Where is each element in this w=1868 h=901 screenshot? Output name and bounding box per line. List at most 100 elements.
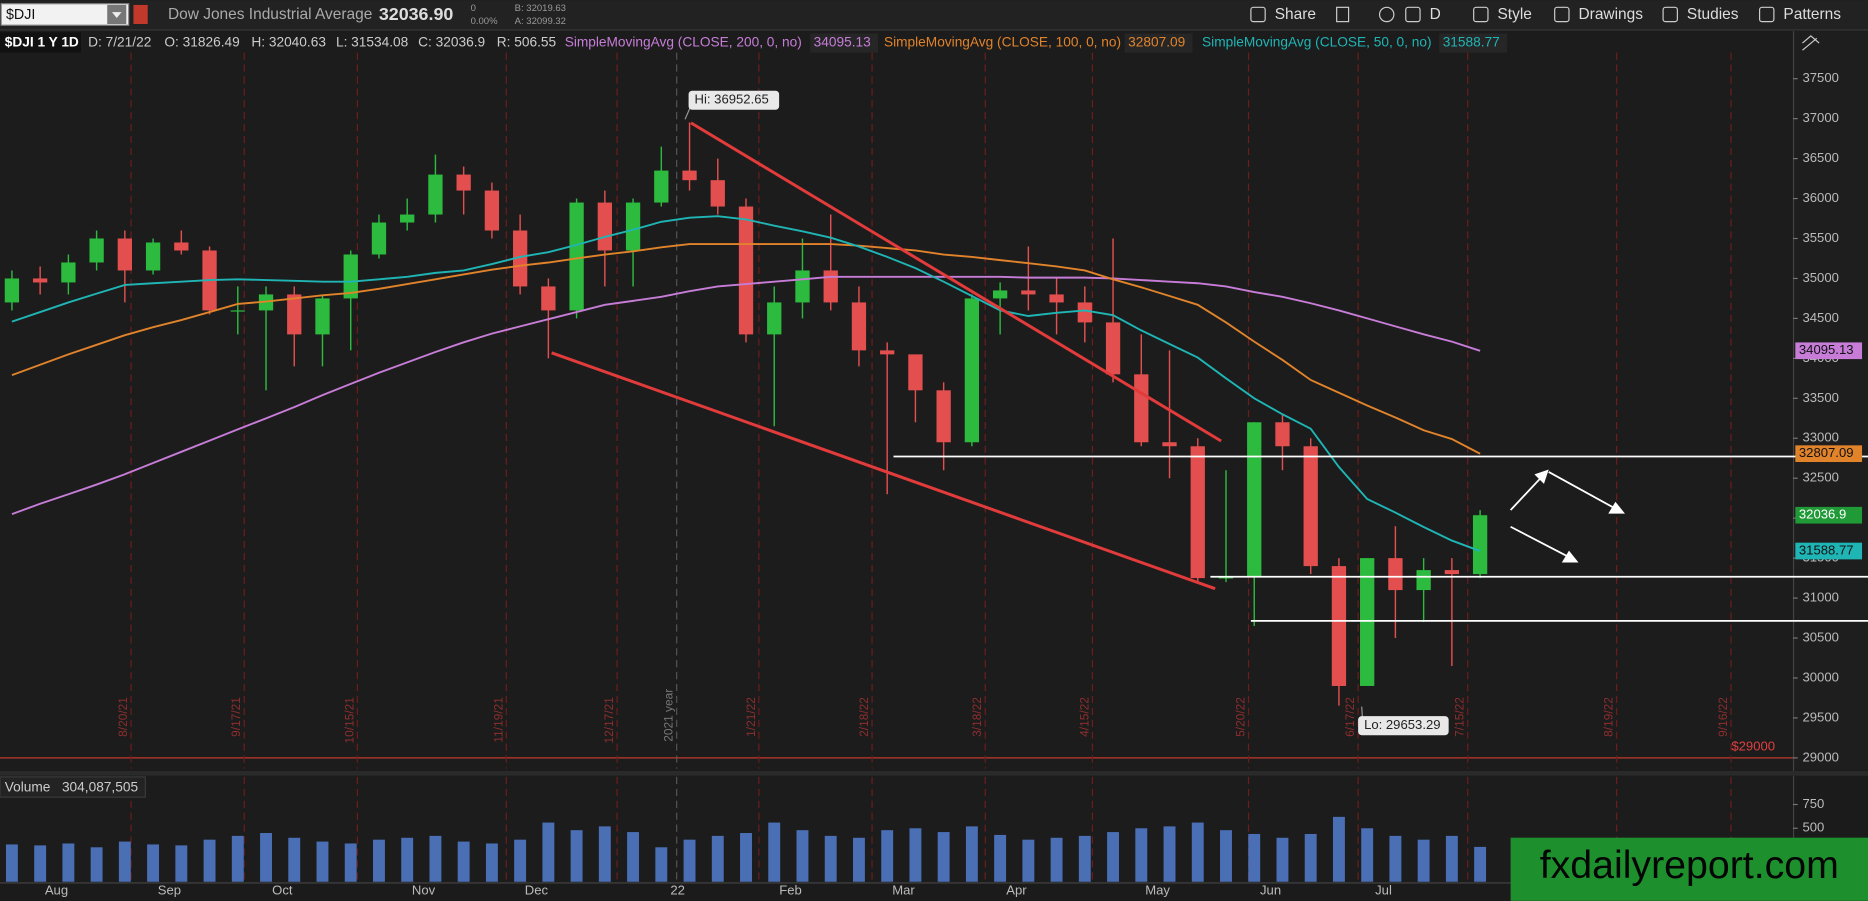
candle-body	[89, 238, 104, 263]
annotation: Hi: 36952.65	[695, 92, 769, 107]
toolbar-button-icon[interactable]	[1405, 6, 1421, 23]
toolbar-button[interactable]: Share	[1275, 6, 1316, 23]
x-axis-bg	[0, 882, 1868, 901]
axis-tool-icon[interactable]	[1802, 35, 1820, 51]
candle-body	[1162, 442, 1177, 447]
volume-bar	[937, 832, 950, 882]
toolbar-button[interactable]: D	[1430, 6, 1441, 23]
flask-icon[interactable]	[1336, 6, 1350, 23]
bid: B: 32019.63	[515, 3, 566, 14]
volume-bar	[542, 822, 555, 882]
toolbar-button-icon[interactable]	[1554, 6, 1570, 23]
pane-divider	[0, 770, 1868, 776]
candle-body	[936, 390, 951, 443]
volume-bar	[1163, 826, 1176, 882]
moving-average-line	[11, 243, 1481, 455]
info-item: C: 32036.9	[418, 35, 485, 50]
volume-bar	[118, 841, 131, 882]
price-axis-bg	[1792, 31, 1868, 770]
volume-bar	[852, 837, 865, 882]
volume-bar	[401, 837, 414, 882]
date-marker-label: 5/20/22	[1234, 697, 1248, 737]
volume-bar	[965, 826, 978, 882]
y-tick-label: 35500	[1802, 230, 1838, 245]
candle-body	[400, 214, 415, 223]
annotation-box	[688, 90, 780, 110]
x-tick-label: Mar	[892, 883, 915, 898]
info-item: D: 7/21/22	[88, 35, 151, 50]
volume-bar	[768, 822, 781, 882]
close-value-label: 32036.9	[1799, 507, 1846, 522]
axis-value-box	[1795, 542, 1863, 560]
date-marker-label: 6/17/22	[1343, 697, 1357, 737]
volume-bar	[824, 835, 837, 882]
candle-body	[1190, 446, 1205, 579]
candle-body	[992, 290, 1008, 299]
volume-bar	[1276, 837, 1289, 882]
toolbar-button[interactable]: Patterns	[1783, 6, 1841, 23]
volume-value-label: 304,087,505	[62, 779, 139, 794]
toolbar-button-icon[interactable]	[1662, 6, 1678, 23]
x-tick-label: Jun	[1260, 883, 1281, 898]
toolbar-button-icon[interactable]	[1758, 6, 1775, 23]
volume-bar	[316, 841, 329, 882]
legend-value: 34095.13	[814, 35, 871, 50]
candle-body	[880, 350, 895, 355]
x-tick-label: 22	[670, 883, 685, 898]
flag[interactable]	[133, 4, 148, 25]
candle-body	[61, 262, 76, 283]
date-marker-label: 2021 year	[662, 689, 676, 742]
candle-body	[569, 202, 584, 311]
candle-body	[851, 302, 867, 351]
info-symbol-bg	[0, 32, 82, 53]
arrow-head	[1608, 501, 1625, 514]
arrow-head	[1534, 469, 1549, 484]
candle-body	[1416, 570, 1431, 591]
description: Dow Jones Industrial Average	[168, 6, 372, 23]
candle-body	[1247, 422, 1262, 578]
volume-bar	[260, 833, 272, 882]
toolbar-button[interactable]: Drawings	[1579, 6, 1644, 23]
watermark: fxdailyreport.com	[1540, 843, 1839, 887]
toolbar-button[interactable]: Studies	[1687, 6, 1739, 23]
vol-tick-label: 500	[1802, 820, 1824, 835]
y-tick-label: 34500	[1802, 310, 1838, 325]
candle-body	[1388, 558, 1403, 591]
candle-body	[1275, 422, 1290, 447]
volume-bar	[1191, 822, 1204, 882]
toolbar-button[interactable]: Style	[1497, 6, 1531, 23]
close-value-box	[1795, 506, 1863, 524]
legend-value-bg	[1439, 33, 1508, 53]
volume-bar	[1107, 832, 1120, 882]
x-tick-label: Feb	[779, 883, 802, 898]
candle-body	[795, 270, 810, 303]
volume-bar	[711, 835, 724, 882]
volume-bar	[231, 835, 244, 882]
toolbar-bg	[0, 0, 1868, 30]
change-pct: 0.00%	[471, 16, 499, 27]
volume-bar	[740, 833, 752, 882]
candle-body	[597, 202, 612, 251]
vol-tick-label: 750	[1802, 796, 1824, 811]
volume-bar	[1332, 816, 1345, 882]
symbol[interactable]: $DJI	[6, 7, 35, 23]
candle-body	[1303, 446, 1318, 567]
info-item: O: 31826.49	[164, 35, 239, 50]
candle-body	[1360, 558, 1375, 686]
candle-body	[230, 310, 245, 312]
toolbar-button-icon[interactable]	[1250, 6, 1266, 23]
symbol-box[interactable]	[0, 3, 130, 26]
toolbar-button-icon[interactable]	[1473, 6, 1489, 23]
y-tick-label: 35000	[1802, 270, 1838, 285]
date-marker-label: 8/20/21	[116, 697, 130, 737]
settings-icon[interactable]	[1378, 6, 1395, 23]
volume-bar	[1220, 830, 1232, 882]
candle-body	[654, 170, 669, 203]
candle-body	[1331, 566, 1347, 686]
volume-bar	[796, 830, 809, 882]
candle-body	[767, 302, 782, 335]
volume-bar	[683, 839, 696, 882]
x-tick-label: Aug	[45, 883, 68, 898]
x-tick-label: Jul	[1375, 883, 1392, 898]
